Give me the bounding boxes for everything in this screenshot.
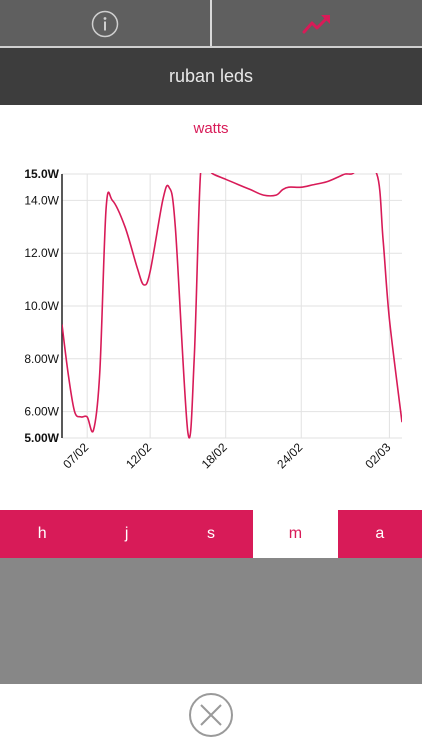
close-icon bbox=[200, 704, 222, 726]
x-tick-label: 12/02 bbox=[123, 440, 154, 471]
x-tick-label: 24/02 bbox=[274, 440, 305, 471]
x-tick-label: 07/02 bbox=[60, 440, 91, 471]
period-selector: h j s m a bbox=[0, 510, 422, 558]
y-tick-label: 6.00W bbox=[24, 405, 59, 419]
period-button-a[interactable]: a bbox=[337, 510, 422, 558]
bottom-bar bbox=[0, 684, 422, 750]
period-button-s[interactable]: s bbox=[168, 510, 254, 558]
tab-chart[interactable] bbox=[210, 0, 422, 48]
series-line bbox=[62, 173, 402, 439]
x-tick-label: 18/02 bbox=[199, 440, 230, 471]
x-tick-label: 02/03 bbox=[362, 440, 393, 471]
chart-panel: watts 15.0W 14.0W 12.0W 10.0W 8.00W 6.00W 5.00W… bbox=[0, 105, 422, 510]
period-button-m[interactable]: m bbox=[253, 510, 338, 558]
empty-panel bbox=[0, 558, 422, 684]
period-button-j[interactable]: j bbox=[84, 510, 169, 558]
y-tick-label: 12.0W bbox=[24, 246, 59, 260]
power-chart: watts 15.0W 14.0W 12.0W 10.0W 8.00W 6.00W 5.00W… bbox=[24, 120, 402, 471]
y-tick-label: 15.0W bbox=[24, 167, 59, 181]
y-tick-label: 10.0W bbox=[24, 299, 59, 313]
y-tick-label: 5.00W bbox=[24, 431, 59, 445]
chart-title: watts bbox=[192, 120, 228, 137]
trend-up-icon bbox=[302, 15, 330, 34]
page-title: ruban leds bbox=[0, 48, 422, 105]
period-button-h[interactable]: h bbox=[0, 510, 85, 558]
tab-info[interactable] bbox=[0, 0, 210, 48]
y-tick-label: 14.0W bbox=[24, 193, 59, 207]
close-button[interactable] bbox=[189, 693, 233, 737]
tab-bar-divider bbox=[0, 46, 422, 48]
y-tick-label: 8.00W bbox=[24, 352, 59, 366]
info-icon bbox=[91, 10, 119, 38]
top-tab-bar bbox=[0, 0, 422, 48]
